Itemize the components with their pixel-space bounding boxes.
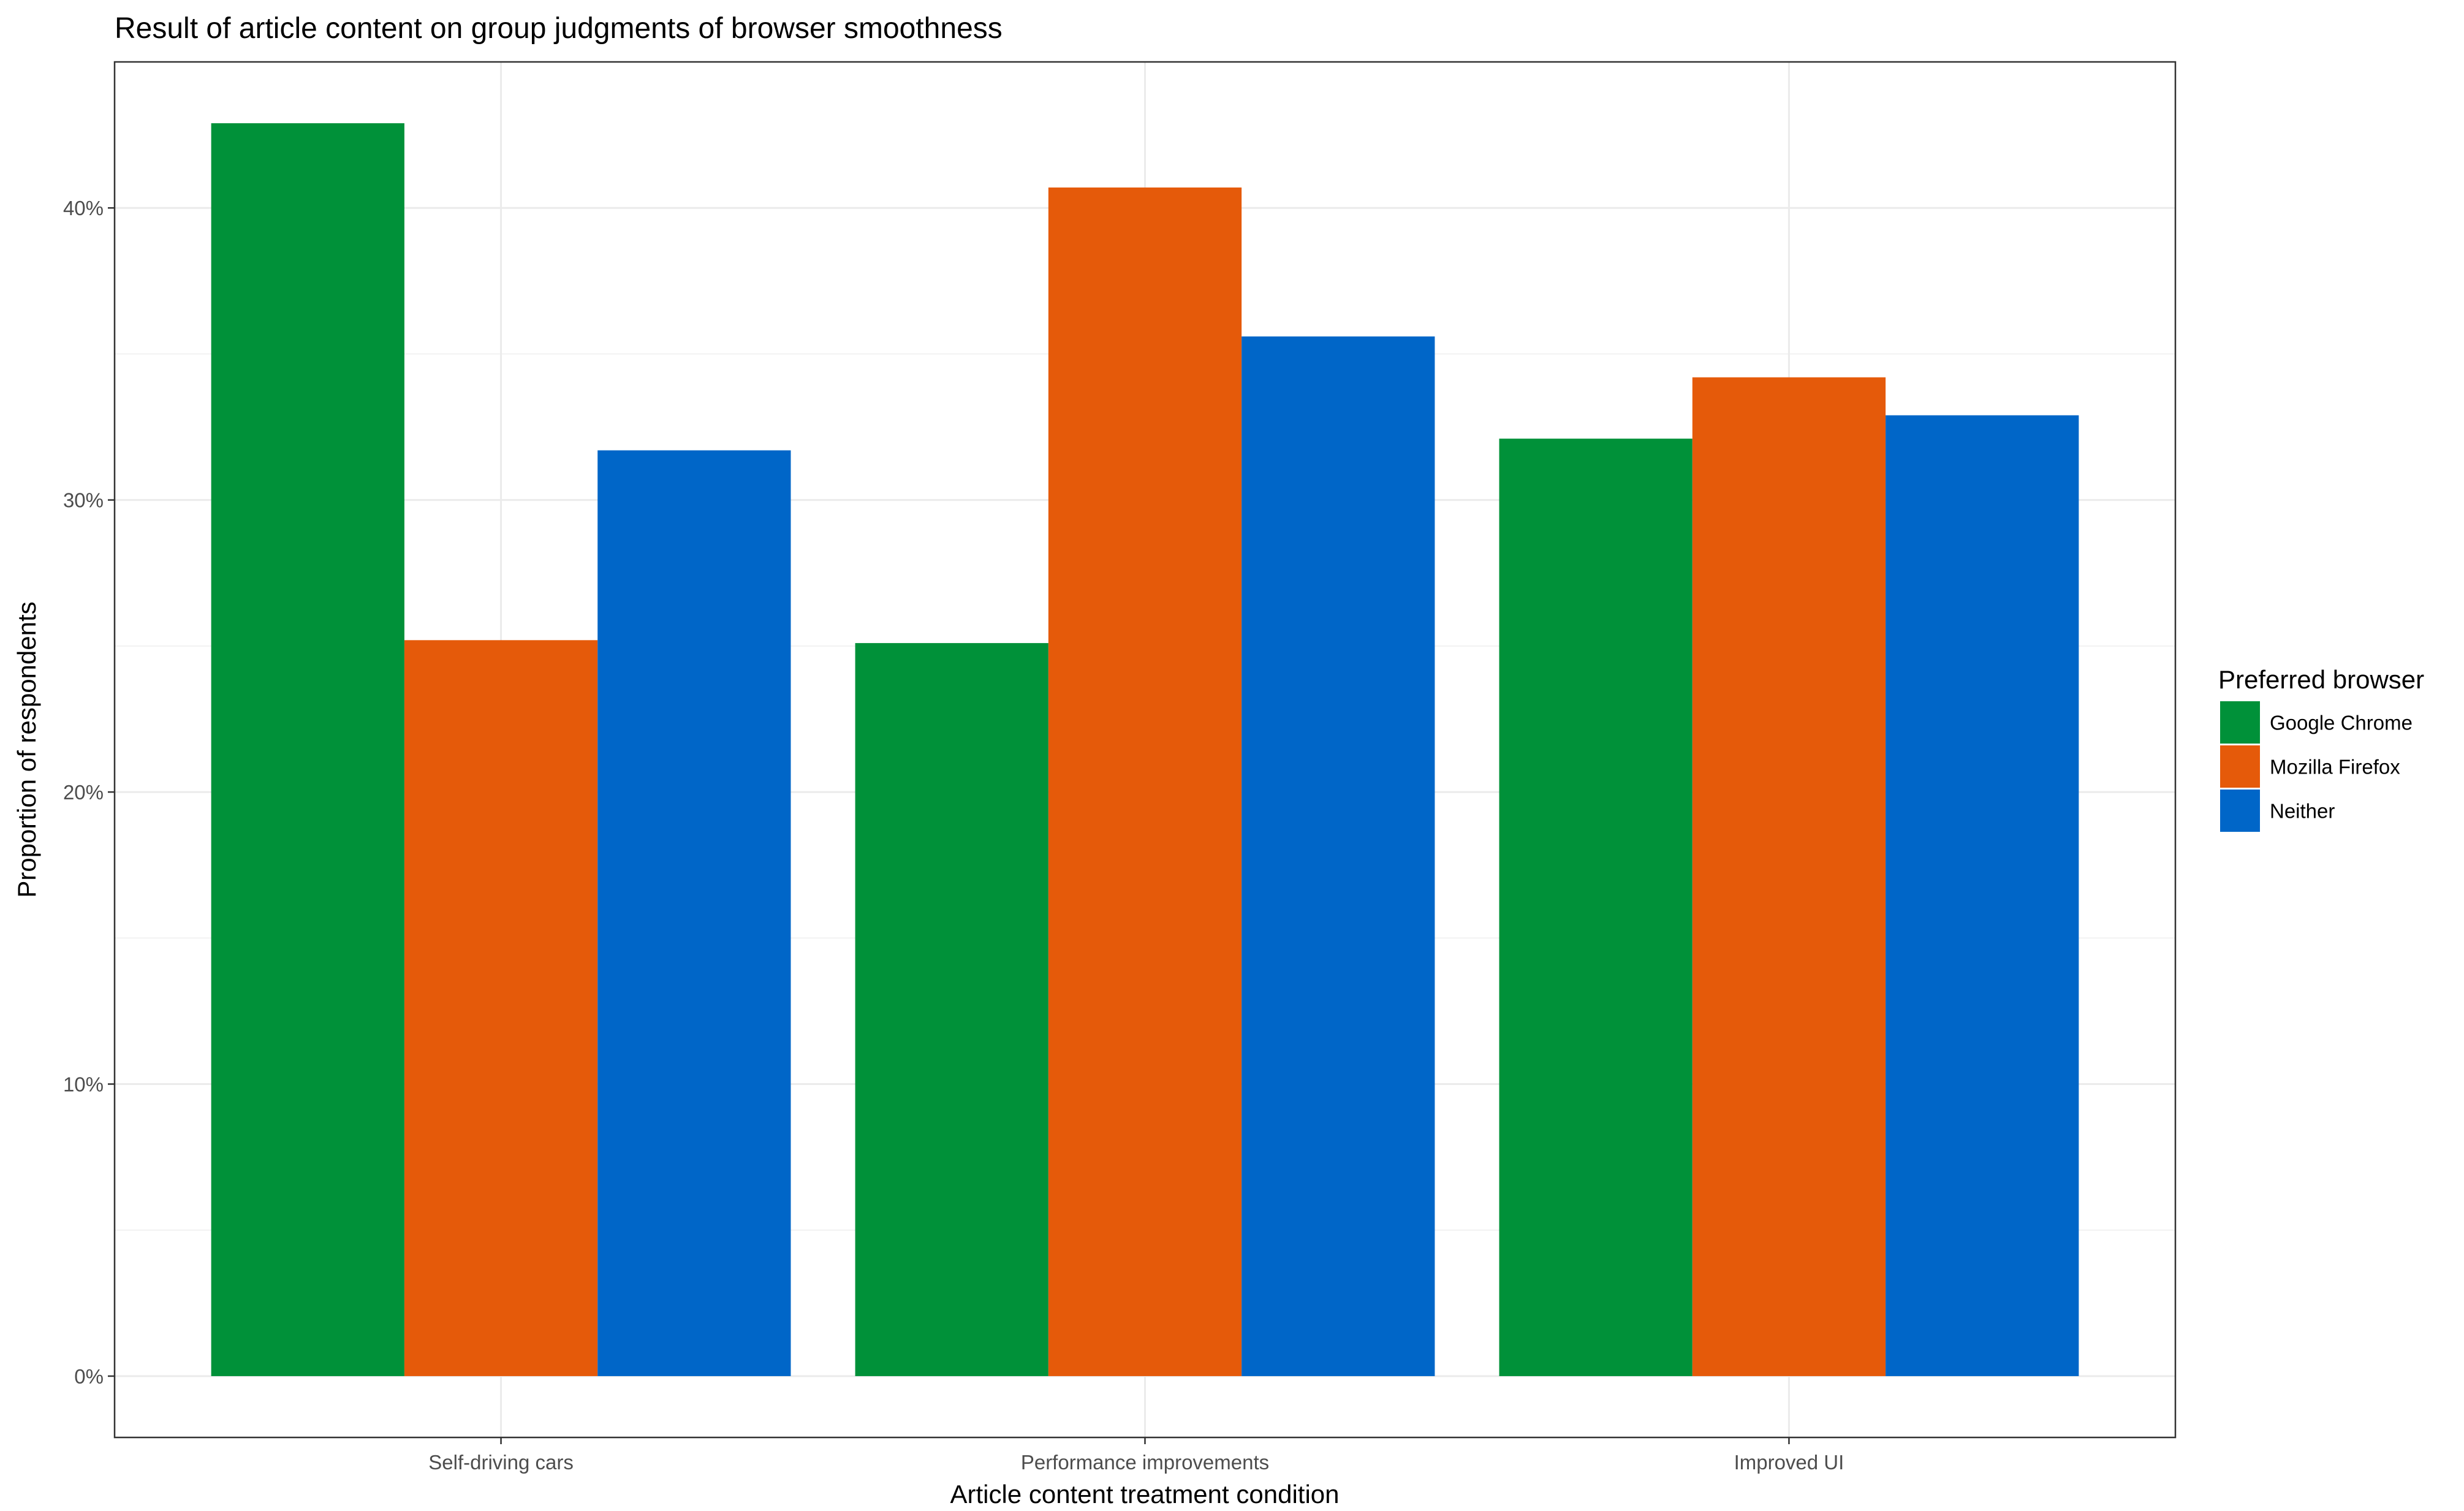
y-tick-label: 30% (63, 489, 104, 512)
x-tick-label: Improved UI (1734, 1451, 1844, 1474)
legend-title: Preferred browser (2218, 665, 2424, 694)
x-tick-label: Performance improvements (1021, 1451, 1269, 1474)
bar-google-chrome-improved-ui (1499, 438, 1693, 1376)
y-axis-title: Proportion of respondents (12, 601, 41, 897)
bar-neither-self-driving-cars (597, 450, 791, 1376)
bar-neither-performance-improvements (1241, 336, 1435, 1376)
x-axis-title: Article content treatment condition (950, 1480, 1339, 1509)
y-tick-label: 20% (63, 781, 104, 804)
legend-key-neither (2220, 790, 2260, 832)
bar-mozilla-firefox-self-driving-cars (404, 640, 598, 1376)
legend-key-google-chrome (2220, 701, 2260, 744)
y-tick-label: 40% (63, 197, 104, 219)
legend-label: Mozilla Firefox (2270, 756, 2400, 778)
legend-label: Neither (2270, 800, 2335, 823)
y-tick-label: 10% (63, 1073, 104, 1096)
bar-neither-improved-ui (1886, 415, 2079, 1376)
x-axis: Self-driving cars Performance improvement… (428, 1437, 1844, 1474)
bar-mozilla-firefox-improved-ui (1692, 377, 1886, 1376)
bars (211, 123, 2079, 1376)
legend: Preferred browser Google Chrome Mozilla F… (2218, 665, 2424, 832)
legend-label: Google Chrome (2270, 712, 2413, 734)
y-tick-label: 0% (74, 1365, 104, 1388)
legend-key-mozilla-firefox (2220, 745, 2260, 788)
bar-google-chrome-performance-improvements (855, 643, 1048, 1376)
bar-google-chrome-self-driving-cars (211, 123, 404, 1376)
y-axis: 0% 10% 20% 30% 40% (63, 197, 115, 1388)
chart-title: Result of article content on group judgm… (115, 12, 1003, 45)
bar-mozilla-firefox-performance-improvements (1048, 187, 1242, 1376)
x-tick-label: Self-driving cars (428, 1451, 574, 1474)
